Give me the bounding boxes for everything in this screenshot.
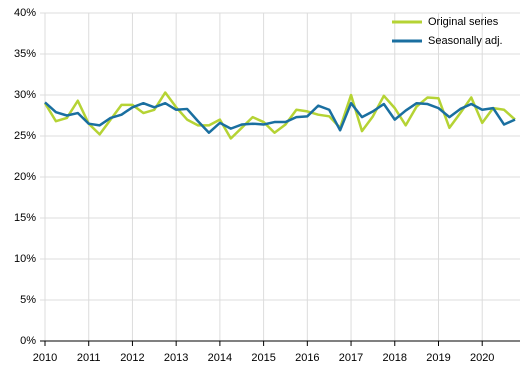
x-tick-label: 2010: [33, 352, 57, 364]
x-tick-label: 2018: [383, 352, 407, 364]
y-tick-label: 5%: [20, 294, 36, 306]
y-tick-label: 25%: [14, 130, 36, 142]
series-line: [43, 91, 516, 140]
y-tick-label: 0%: [20, 335, 36, 347]
x-tick-label: 2019: [426, 352, 450, 364]
x-tick-label: 2014: [208, 352, 232, 364]
x-tick-label: 2016: [295, 352, 319, 364]
x-tick-label: 2020: [470, 352, 494, 364]
legend-label: Original series: [428, 16, 499, 28]
x-tick-label: 2013: [164, 352, 188, 364]
y-tick-label: 15%: [14, 212, 36, 224]
y-tick-label: 20%: [14, 171, 36, 183]
y-tick-label: 30%: [14, 89, 36, 101]
y-tick-label: 40%: [14, 7, 36, 19]
legend-label: Seasonally adj.: [428, 35, 503, 47]
series-line: [44, 101, 516, 134]
x-tick-label: 2011: [77, 352, 101, 364]
x-tick-label: 2015: [251, 352, 275, 364]
x-tick-label: 2012: [120, 352, 144, 364]
x-tick-label: 2017: [339, 352, 363, 364]
y-tick-label: 35%: [14, 48, 36, 60]
y-tick-label: 10%: [14, 253, 36, 265]
